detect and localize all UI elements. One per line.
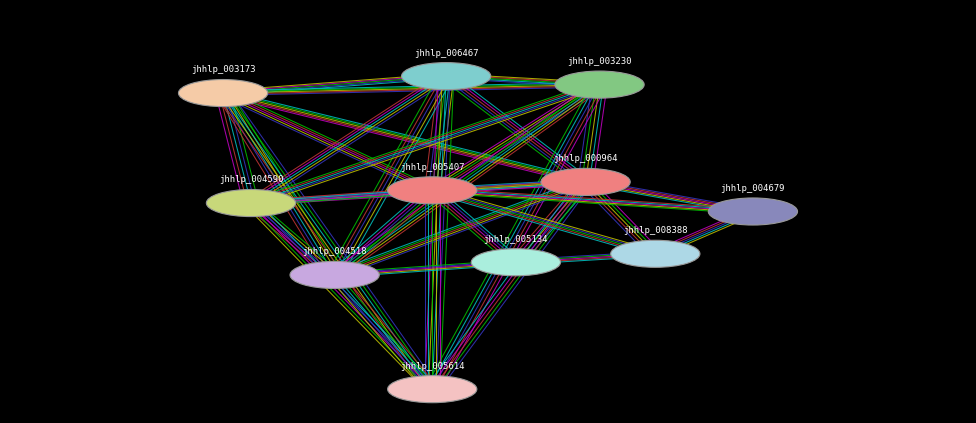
- Text: jhhlp_000964: jhhlp_000964: [553, 154, 618, 163]
- Circle shape: [611, 240, 700, 267]
- Circle shape: [179, 80, 267, 107]
- Text: jhhlp_006467: jhhlp_006467: [414, 49, 478, 58]
- Circle shape: [471, 249, 560, 276]
- Circle shape: [387, 177, 477, 204]
- Circle shape: [401, 63, 491, 90]
- Text: jhhlp_003230: jhhlp_003230: [567, 57, 631, 66]
- Circle shape: [206, 190, 296, 217]
- Circle shape: [541, 168, 630, 195]
- Text: jhhlp_005614: jhhlp_005614: [400, 362, 465, 371]
- Text: jhhlp_004590: jhhlp_004590: [219, 176, 283, 184]
- Text: jhhlp_005407: jhhlp_005407: [400, 163, 465, 172]
- Circle shape: [290, 261, 380, 288]
- Text: jhhlp_003173: jhhlp_003173: [191, 66, 256, 74]
- Circle shape: [709, 198, 797, 225]
- Circle shape: [555, 71, 644, 98]
- Text: jhhlp_008388: jhhlp_008388: [623, 226, 687, 235]
- Circle shape: [387, 376, 477, 403]
- Text: jhhlp_004518: jhhlp_004518: [303, 247, 367, 256]
- Text: jhhlp_004679: jhhlp_004679: [720, 184, 785, 193]
- Text: jhhlp_005134: jhhlp_005134: [484, 235, 549, 244]
